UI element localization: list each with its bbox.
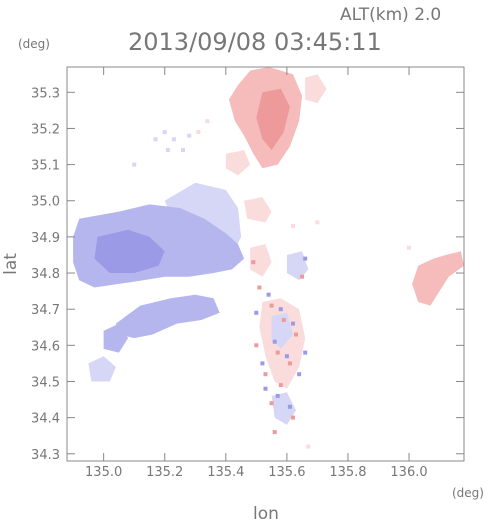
chart-title: 2013/09/08 03:45:11 xyxy=(128,28,382,56)
echo-speckle xyxy=(300,274,305,279)
echo-speckle xyxy=(153,137,158,142)
y-axis-ticks: 34.3 34.4 34.5 34.6 34.7 34.8 34.9 35.0 35.1 35.2… xyxy=(31,86,464,463)
y-tick-label: 34.4 xyxy=(31,412,60,427)
echo-speckle xyxy=(275,350,280,355)
echo-speckle xyxy=(315,220,320,225)
x-tick-label: 135.4 xyxy=(207,465,244,480)
x-tick-label: 136.0 xyxy=(390,465,427,480)
echo-speckle xyxy=(260,361,265,366)
echo-field xyxy=(73,67,464,449)
x-tick-label: 135.8 xyxy=(329,465,366,480)
y-tick-label: 35.0 xyxy=(31,195,60,210)
echo-speckle xyxy=(272,339,277,344)
y-tick-label: 35.1 xyxy=(31,159,60,174)
echo-speckle xyxy=(269,303,274,308)
echo-speckle xyxy=(278,307,283,312)
y-tick-label: 35.3 xyxy=(31,86,60,101)
echo-region-east-echo xyxy=(412,251,464,306)
echo-speckle xyxy=(284,354,289,359)
echo-speckle xyxy=(165,148,170,153)
echo-speckle xyxy=(162,130,167,135)
echo-region-southwest-band xyxy=(115,294,220,339)
y-tick-label: 35.2 xyxy=(31,122,60,137)
echo-speckle xyxy=(294,332,298,337)
echo-speckle xyxy=(287,404,292,409)
y-unit-label: (deg) xyxy=(18,37,50,51)
x-tick-label: 135.6 xyxy=(268,465,305,480)
echo-speckle xyxy=(291,224,295,228)
echo-speckle xyxy=(205,119,210,124)
echo-speckle xyxy=(257,285,262,290)
echo-speckle xyxy=(251,260,256,265)
echo-speckle xyxy=(263,372,268,377)
echo-speckle xyxy=(196,130,201,135)
echo-speckle xyxy=(254,343,259,348)
y-tick-label: 34.6 xyxy=(31,339,60,354)
echo-speckle xyxy=(266,292,271,297)
echo-speckle xyxy=(272,430,277,435)
echo-speckle xyxy=(254,310,259,315)
echo-speckle xyxy=(281,318,286,322)
altitude-label: ALT(km) 2.0 xyxy=(340,5,441,25)
echo-speckle xyxy=(187,133,192,138)
echo-speckle xyxy=(181,148,185,153)
echo-region-northern-echo-core xyxy=(256,88,290,151)
echo-speckle xyxy=(291,321,295,326)
echo-speckle xyxy=(269,401,274,406)
y-tick-label: 34.3 xyxy=(31,448,60,463)
echo-region-south-scatter-blue xyxy=(271,312,293,349)
echo-region-central-echo-core xyxy=(94,229,165,273)
echo-region-northern-echo-tail xyxy=(225,150,251,176)
y-tick-label: 34.8 xyxy=(31,267,60,282)
echo-speckle xyxy=(303,256,308,261)
x-tick-label: 135.2 xyxy=(146,465,183,480)
plot-frame xyxy=(66,66,465,462)
echo-region-southwest-patch xyxy=(88,356,116,382)
x-axis-label: lon xyxy=(253,504,279,521)
echo-speckle xyxy=(171,137,176,142)
y-tick-label: 34.9 xyxy=(31,231,60,246)
echo-speckle xyxy=(287,361,292,366)
echo-region-central-echo-eastern-edge xyxy=(244,197,272,223)
x-axis-ticks: 135.0 135.2 135.4 135.6 135.8 136.0 xyxy=(85,67,428,480)
x-unit-label: (deg) xyxy=(452,486,484,500)
echo-speckle xyxy=(278,383,283,388)
y-tick-label: 34.5 xyxy=(31,375,60,390)
echo-speckle xyxy=(303,350,308,355)
echo-region-northeast-fringe xyxy=(305,74,327,104)
echo-speckle xyxy=(306,444,311,449)
echo-region-south-scatter-lower xyxy=(271,392,296,425)
y-tick-label: 34.7 xyxy=(31,303,60,318)
echo-speckle xyxy=(132,162,137,167)
echo-speckle xyxy=(297,372,302,377)
echo-speckle xyxy=(291,415,295,420)
echo-speckle xyxy=(263,386,268,391)
echo-speckle xyxy=(407,245,411,250)
echo-region-mid-cluster xyxy=(250,244,272,277)
x-tick-label: 135.0 xyxy=(85,465,122,480)
echo-speckle xyxy=(275,393,280,398)
echo-region-mid-cluster-east xyxy=(286,251,309,281)
y-axis-label: lat xyxy=(1,253,21,275)
echo-region-southwest-blob xyxy=(103,323,129,353)
